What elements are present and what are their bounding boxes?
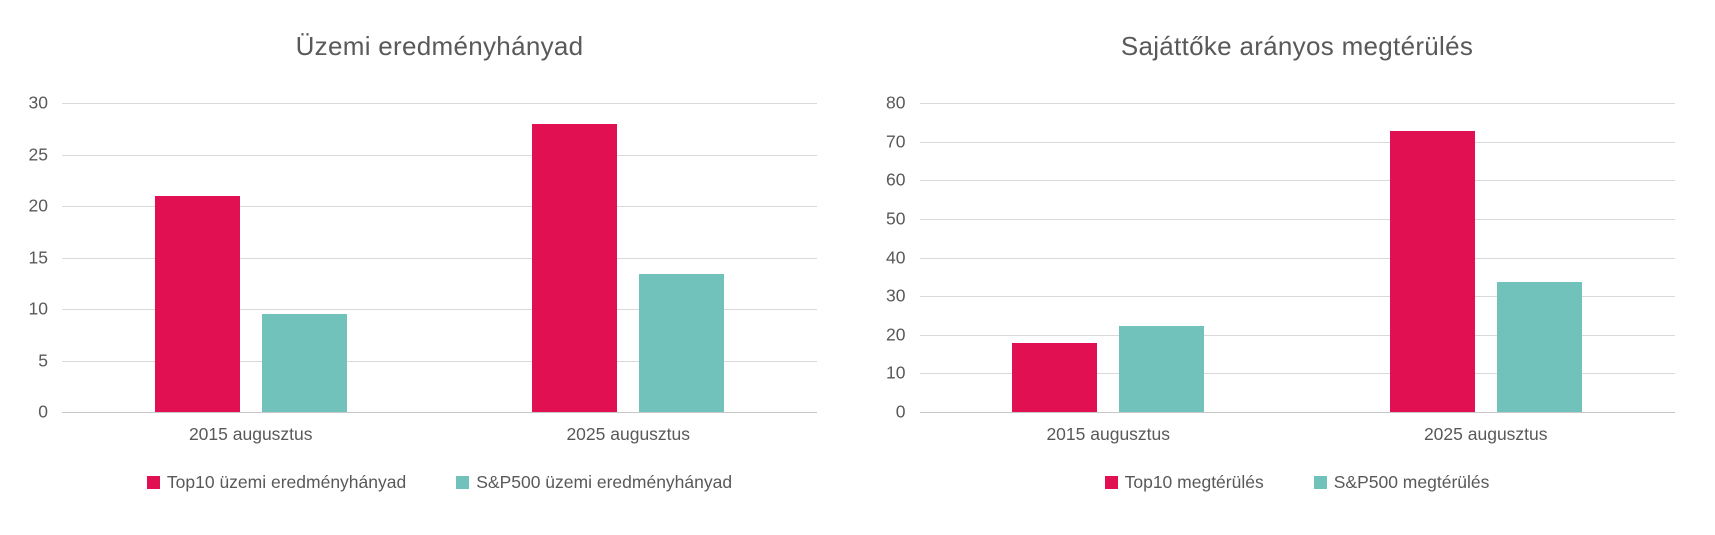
bar	[532, 123, 618, 412]
y-axis-tick-label: 0	[895, 401, 906, 422]
gridline	[62, 206, 817, 207]
bar	[154, 195, 240, 412]
bar	[1496, 281, 1582, 412]
legend-swatch	[456, 476, 470, 489]
gridline	[62, 257, 817, 259]
y-axis-tick-label: 0	[38, 401, 48, 422]
gridline	[62, 309, 817, 310]
legend-label: Top10 üzemi eredményhányad	[166, 472, 407, 492]
chart-title: Sajáttőke arányos megtérülés	[1120, 31, 1474, 61]
legend-swatch	[1104, 476, 1118, 489]
y-axis-tick-label: 30	[28, 92, 48, 113]
x-axis-category-label: 2015 augusztus	[188, 424, 313, 444]
legend-item: Top10 megtérülés	[1104, 472, 1264, 493]
x-axis: 2015 augusztus 2025 augusztus	[62, 424, 817, 445]
gridline	[62, 103, 817, 104]
y-axis-tick-label: 5	[38, 349, 48, 370]
bar-group	[1297, 103, 1675, 412]
bar-group	[440, 103, 818, 412]
y-axis-tick-label: 25	[28, 143, 48, 164]
legend-swatch	[146, 476, 160, 489]
gridline	[919, 412, 1675, 413]
y-axis-tick-label: 10	[28, 298, 48, 319]
x-axis: 2015 augusztus 2025 augusztus	[920, 424, 1675, 445]
legend-item: Top10 üzemi eredményhányad	[146, 472, 407, 493]
y-axis-tick-label: 30	[886, 285, 906, 306]
gridline	[919, 373, 1675, 375]
y-axis-tick-label: 50	[886, 208, 906, 229]
legend-label: S&P500 üzemi eredményhányad	[476, 472, 733, 492]
y-axis-tick-label: 15	[28, 246, 48, 267]
legend-swatch	[1313, 476, 1327, 489]
plot-area	[919, 103, 1675, 413]
gridline	[919, 257, 1675, 259]
gridline	[62, 154, 817, 156]
y-axis-tick-label: 10	[886, 362, 906, 383]
bar	[639, 273, 725, 412]
y-axis-tick-label: 60	[886, 169, 906, 190]
legend: Top10 megtérülés S&P500 megtérülés	[920, 472, 1675, 493]
y-axis-tick-label: 20	[28, 195, 48, 216]
legend-item: S&P500 megtérülés	[1313, 472, 1490, 493]
x-axis-category-label: 2025 augusztus	[566, 424, 691, 444]
bar	[261, 314, 347, 412]
x-axis-category-label: 2025 augusztus	[1423, 424, 1548, 444]
chart-panel-operating-margin: Üzemi eredményhányad 0 5 10 15 20 25 30 2015 a…	[0, 31, 818, 493]
gridline	[62, 412, 817, 413]
gridline	[62, 360, 817, 362]
bar	[1119, 325, 1205, 412]
y-axis: 0 5 10 15 20 25 30	[0, 94, 48, 420]
legend-item: S&P500 üzemi eredményhányad	[456, 472, 732, 493]
gridline	[919, 296, 1675, 298]
gridline	[919, 218, 1675, 220]
y-axis: 0 10 20 30 40 50 60 70 80	[858, 94, 906, 420]
chart-panel-return-on-equity: Sajáttőke arányos megtérülés 0 10 20 30 40 50…	[858, 0, 1715, 535]
bar	[1012, 343, 1098, 412]
bar-group	[62, 103, 440, 412]
gridline	[919, 103, 1675, 104]
legend-label: Top10 megtérülés	[1124, 472, 1264, 492]
legend-label: S&P500 megtérülés	[1333, 472, 1490, 492]
y-axis-tick-label: 20	[886, 324, 906, 344]
y-axis-tick-label: 70	[886, 130, 906, 151]
chart-title: Üzemi eredményhányad	[295, 31, 584, 61]
y-axis-tick-label: 40	[886, 246, 906, 267]
gridline	[919, 141, 1675, 143]
x-axis-category-label: 2015 augusztus	[1046, 424, 1171, 444]
y-axis-tick-label: 80	[886, 92, 906, 113]
legend: Top10 üzemi eredményhányad S&P500 üzemi e…	[62, 472, 817, 493]
gridline	[919, 180, 1675, 182]
bar	[1389, 131, 1475, 412]
plot-area	[62, 103, 818, 413]
bar-group	[920, 103, 1298, 412]
gridline	[919, 334, 1675, 336]
